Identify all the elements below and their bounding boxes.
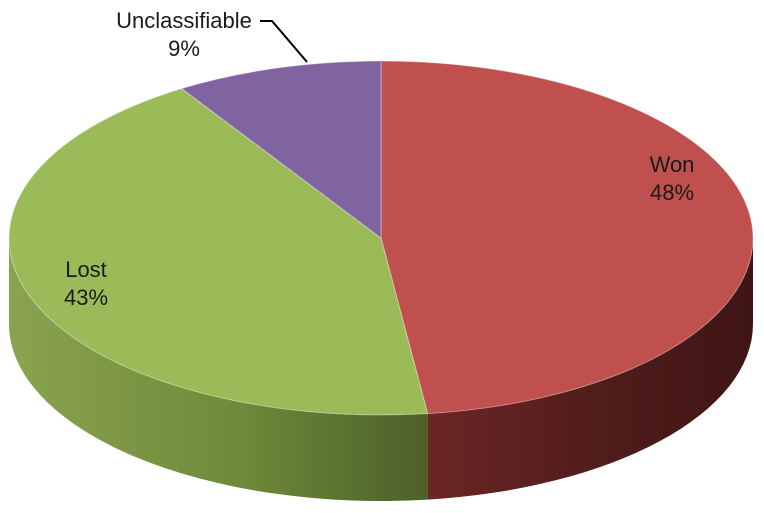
pie-labels-layer: Won 48% Lost 43% Unclassifiable 9%	[64, 8, 694, 310]
data-label-percent: 48%	[650, 180, 694, 205]
pie-slice-won	[380, 60, 754, 415]
data-label-category: Unclassifiable	[116, 8, 252, 33]
pie-tops-layer	[8, 60, 754, 416]
data-label-won: Won 48%	[650, 152, 695, 205]
pie-slice-unclassifiable	[180, 60, 382, 239]
pie-side-lost	[9, 238, 428, 502]
data-label-lost: Lost 43%	[64, 257, 108, 310]
data-label-percent: 9%	[168, 36, 200, 61]
data-label-unclassifiable: Unclassifiable 9%	[116, 8, 252, 61]
pie-slice-lost	[8, 88, 429, 416]
leader-line-unclassifiable	[260, 20, 308, 63]
pie-sides-layer	[9, 238, 753, 502]
data-label-category: Won	[650, 152, 695, 177]
pie-side-won	[427, 238, 753, 500]
data-label-category: Lost	[65, 257, 107, 282]
data-label-percent: 43%	[64, 285, 108, 310]
